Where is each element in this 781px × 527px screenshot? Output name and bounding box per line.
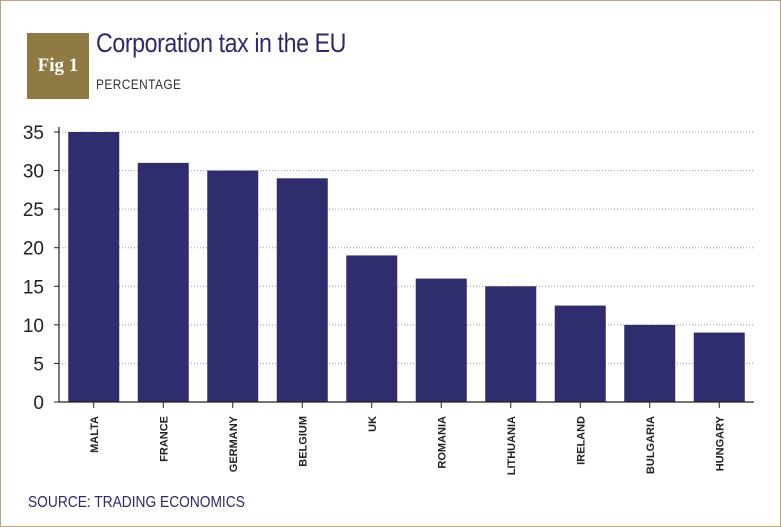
- bar-germany: [207, 170, 259, 402]
- y-tick-label: 25: [23, 200, 44, 221]
- y-tick-label: 0: [33, 393, 44, 414]
- category-label: MALTA: [89, 416, 101, 453]
- category-label: LITHUANIA: [506, 416, 518, 475]
- bar-ireland: [554, 305, 606, 402]
- bar-romania: [415, 278, 467, 402]
- category-label: HUNGARY: [714, 415, 726, 471]
- bar-malta: [68, 132, 120, 402]
- bar-belgium: [276, 178, 328, 402]
- chart-title: Corporation tax in the EU: [96, 28, 346, 58]
- category-label: FRANCE: [158, 416, 170, 462]
- bar-bulgaria: [624, 324, 676, 402]
- chart-subtitle: PERCENTAGE: [96, 76, 182, 92]
- bar-lithuania: [485, 286, 537, 402]
- source-note: SOURCE: TRADING ECONOMICS: [28, 494, 245, 511]
- category-label: GERMANY: [228, 415, 240, 472]
- y-tick-label: 10: [23, 316, 44, 337]
- bar-france: [137, 162, 189, 402]
- category-label: BULGARIA: [645, 416, 657, 474]
- y-tick-label: 30: [23, 162, 44, 183]
- y-tick-label: 15: [23, 277, 44, 298]
- y-tick-label: 20: [23, 239, 44, 260]
- axes: [54, 127, 754, 408]
- y-tick-label: 5: [33, 354, 44, 375]
- bar-hungary: [693, 332, 745, 402]
- category-label: UK: [367, 416, 379, 432]
- category-label: IRELAND: [575, 416, 587, 465]
- figure-badge: Fig 1: [27, 33, 89, 99]
- category-label: BELGIUM: [297, 416, 309, 467]
- bars: [68, 132, 745, 402]
- labels: 0 5 10 15 20 25 30 35 MALTA FRANCE GERMANY BELGIUM U…: [23, 123, 726, 475]
- bar-uk: [346, 255, 398, 402]
- category-label: ROMANIA: [436, 416, 448, 469]
- y-tick-label: 35: [23, 123, 44, 144]
